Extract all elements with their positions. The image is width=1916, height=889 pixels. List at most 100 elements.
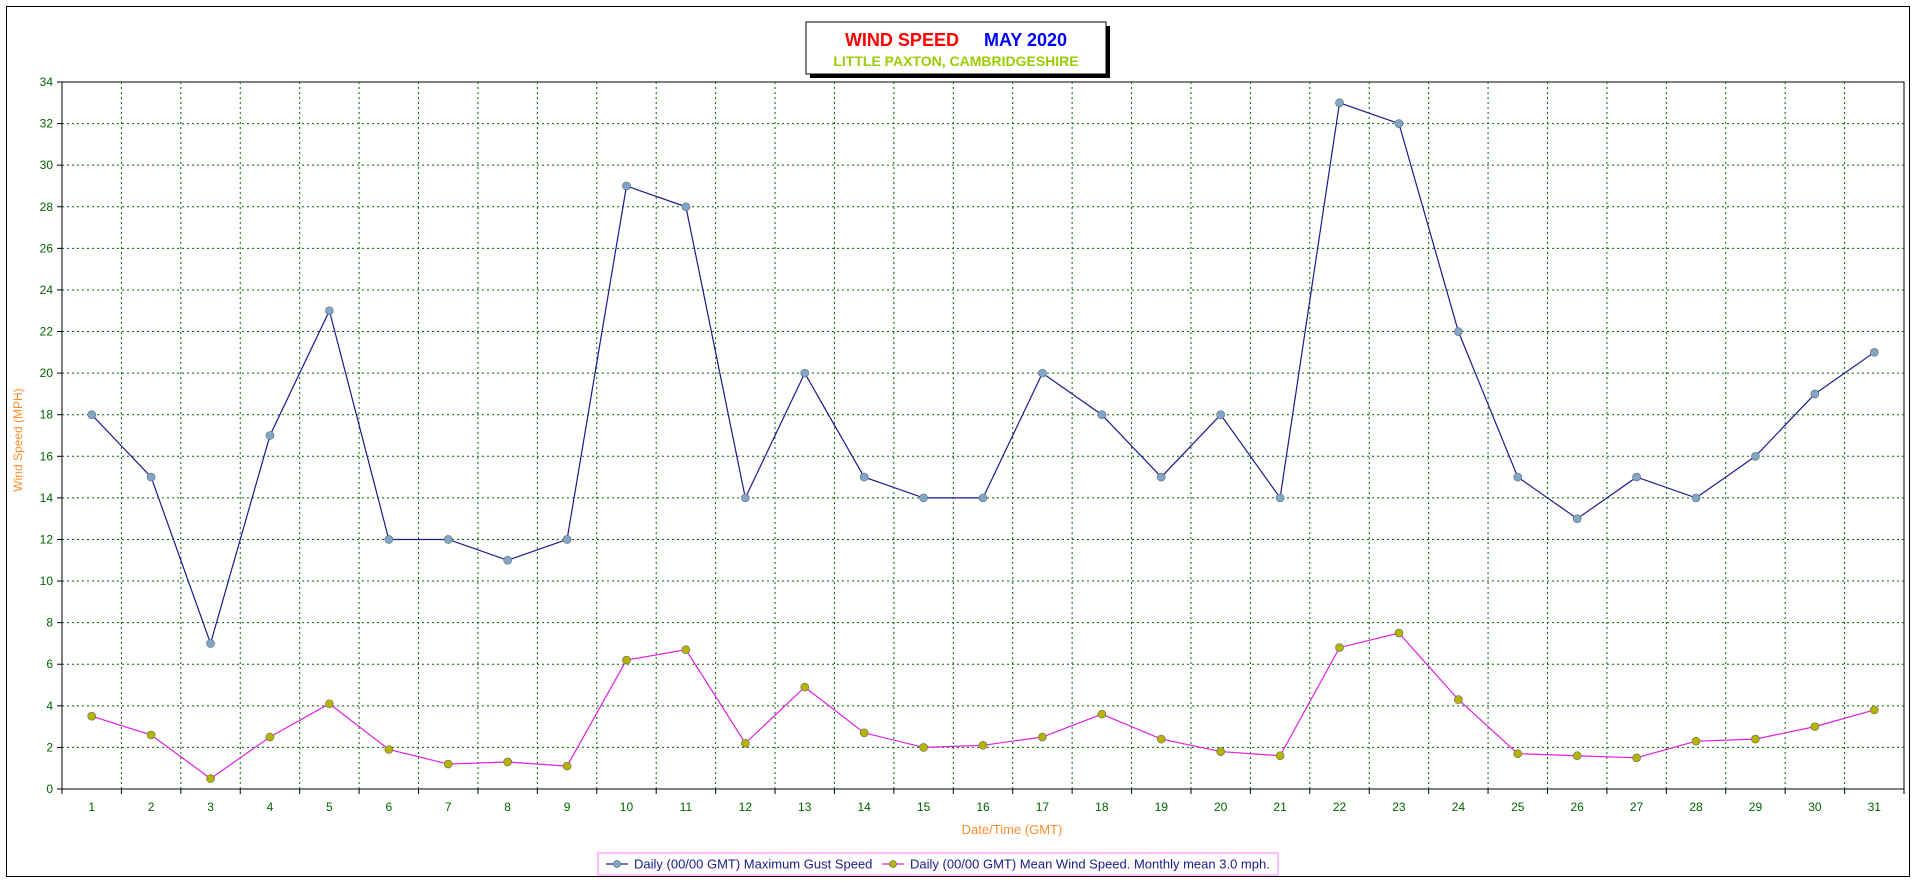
data-point-0: [1869, 348, 1879, 357]
data-point-1: [800, 682, 810, 692]
data-point-1: [1394, 628, 1404, 638]
legend-label-mean: Daily (00/00 GMT) Mean Wind Speed. Month…: [910, 857, 1270, 872]
y-tick-label: 34: [40, 75, 54, 89]
title-box: WIND SPEED MAY 2020 LITTLE PAXTON, CAMBR…: [805, 21, 1110, 78]
x-tick-label: 6: [385, 800, 392, 814]
series-0: [87, 98, 1879, 648]
x-tick-label: 28: [1689, 800, 1703, 814]
legend-item-mean: Daily (00/00 GMT) Mean Wind Speed. Month…: [882, 857, 1270, 872]
x-tick-label: 10: [620, 800, 634, 814]
data-point-0: [384, 535, 394, 544]
y-tick-label: 10: [40, 574, 54, 588]
data-point-0: [325, 306, 334, 316]
data-point-0: [1038, 368, 1047, 378]
data-point-1: [206, 774, 215, 783]
title-box-frame: [805, 21, 1107, 75]
data-point-1: [1038, 732, 1047, 742]
data-point-0: [265, 431, 275, 440]
data-point-1: [978, 741, 988, 750]
data-point-0: [562, 535, 572, 544]
data-point-0: [978, 493, 988, 503]
x-tick-label: 13: [798, 800, 812, 814]
y-tick-label: 22: [40, 325, 54, 339]
data-point-0: [1156, 472, 1166, 482]
data-point-0: [1691, 493, 1701, 503]
x-tick-label: 31: [1868, 800, 1882, 814]
x-tick-label: 11: [680, 800, 693, 814]
legend-label-gust: Daily (00/00 GMT) Maximum Gust Speed: [634, 857, 872, 872]
x-tick-label: 24: [1452, 800, 1466, 814]
data-point-1: [1513, 749, 1523, 758]
data-point-0: [919, 493, 928, 503]
data-point-1: [562, 761, 572, 771]
x-tick-label: 2: [148, 800, 155, 814]
data-point-0: [206, 639, 215, 648]
x-tick-label: 27: [1630, 800, 1644, 814]
data-point-0: [1275, 493, 1285, 503]
data-point-1: [1454, 695, 1463, 704]
x-tick-label: 23: [1392, 800, 1406, 814]
data-point-1: [146, 730, 156, 740]
y-tick-label: 18: [40, 408, 54, 422]
data-point-1: [1632, 753, 1641, 763]
data-point-0: [1335, 98, 1344, 108]
data-point-1: [1335, 643, 1344, 652]
data-point-0: [1810, 389, 1820, 399]
y-tick-label: 4: [46, 699, 53, 713]
data-point-1: [1869, 705, 1879, 715]
data-point-1: [87, 711, 97, 721]
x-axis-label: Date/Time (GMT): [962, 822, 1063, 837]
data-point-1: [859, 728, 869, 738]
data-point-1: [1810, 722, 1820, 731]
data-point-1: [681, 645, 691, 654]
y-axis-label: Wind Speed (MPH): [11, 388, 25, 491]
data-point-1: [443, 759, 453, 769]
data-point-1: [1572, 751, 1582, 761]
y-tick-label: 30: [40, 158, 54, 172]
data-point-0: [503, 555, 512, 565]
x-tick-label: 18: [1095, 800, 1109, 814]
y-tick-label: 20: [40, 366, 54, 380]
x-tick-label: 14: [857, 800, 871, 814]
data-point-1: [1691, 736, 1701, 746]
data-point-0: [87, 410, 97, 420]
x-tick-label: 15: [917, 800, 931, 814]
data-point-0: [741, 493, 750, 503]
data-point-0: [443, 535, 453, 544]
x-tick-label: 7: [445, 800, 452, 814]
data-point-1: [919, 743, 928, 752]
data-point-0: [859, 472, 869, 482]
y-tick-label: 24: [40, 283, 54, 297]
x-tick-label: 4: [267, 800, 274, 814]
data-point-0: [1513, 472, 1523, 482]
x-tick-label: 12: [739, 800, 753, 814]
legend-marker-gust: [613, 860, 621, 868]
chart-subtitle: LITTLE PAXTON, CAMBRIDGESHIRE: [833, 53, 1078, 69]
y-tick-label: 26: [40, 241, 54, 255]
x-tick-label: 16: [976, 800, 990, 814]
x-tick-label: 19: [1155, 800, 1169, 814]
x-tick-label: 20: [1214, 800, 1228, 814]
x-tick-label: 25: [1511, 800, 1525, 814]
data-point-0: [1394, 119, 1404, 128]
data-point-0: [1454, 327, 1463, 336]
series-1: [87, 628, 1879, 783]
y-tick-label: 12: [40, 532, 54, 546]
y-tick-label: 6: [46, 657, 53, 671]
data-point-1: [1216, 747, 1225, 756]
data-point-0: [1751, 451, 1760, 461]
data-point-0: [1632, 472, 1641, 482]
x-tick-label: 1: [88, 800, 95, 814]
x-tick-label: 22: [1333, 800, 1347, 814]
y-tick-label: 2: [46, 740, 53, 754]
legend-item-gust: Daily (00/00 GMT) Maximum Gust Speed: [606, 857, 872, 872]
title-part1: WIND SPEED: [845, 30, 959, 50]
x-tick-label: 5: [326, 800, 333, 814]
x-tick-label: 30: [1808, 800, 1822, 814]
data-point-1: [384, 745, 394, 754]
x-tick-label: 29: [1749, 800, 1763, 814]
legend-frame: [597, 852, 1279, 876]
x-tick-label: 9: [564, 800, 571, 814]
